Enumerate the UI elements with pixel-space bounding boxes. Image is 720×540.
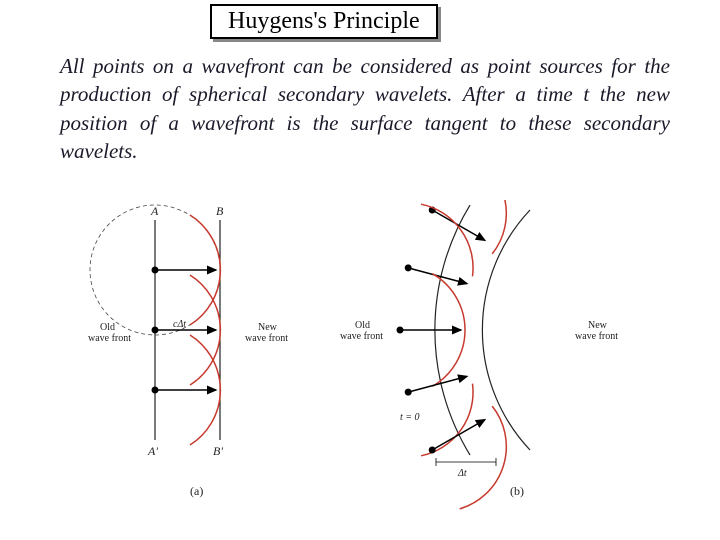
wavelet-b1 <box>460 200 507 254</box>
arrow-b2 <box>408 268 467 284</box>
principle-description: All points on a wavefront can be conside… <box>60 52 670 165</box>
wavelet-b4 <box>421 384 473 456</box>
title-box: Huygens's Principle <box>210 4 438 39</box>
page-title: Huygens's Principle <box>228 8 420 34</box>
label-A: A <box>150 204 159 218</box>
diagram-area: A A' B B' cΔt Old wave front <box>40 200 680 530</box>
huygens-diagram-svg: A A' B B' cΔt Old wave front <box>40 200 680 530</box>
panel-b-sources <box>397 200 507 509</box>
arrow-b4 <box>408 376 467 392</box>
label-old-a: Old wave front <box>88 322 131 344</box>
label-B: B <box>216 204 224 218</box>
label-old-b: Old wave front <box>340 320 383 342</box>
label-t0: t = 0 <box>400 412 420 423</box>
label-B-prime: B' <box>213 444 223 458</box>
wavelet-b2 <box>421 204 473 276</box>
arrow-b5 <box>432 420 485 450</box>
label-dt-b: Δt <box>457 468 467 479</box>
label-new-a: New wave front <box>245 322 288 344</box>
arrow-b1 <box>432 210 485 240</box>
label-new-b: New wave front <box>575 320 618 342</box>
label-A-prime: A' <box>147 444 158 458</box>
caption-a: (a) <box>190 484 203 498</box>
panel-b: Old wave front New wave front t = 0 Δt (… <box>340 200 618 509</box>
panel-a-sources <box>152 215 221 445</box>
new-wavefront-arc <box>482 210 530 450</box>
caption-b: (b) <box>510 484 524 498</box>
panel-a: A A' B B' cΔt Old wave front <box>88 204 288 498</box>
label-cdt: cΔt <box>173 319 186 330</box>
